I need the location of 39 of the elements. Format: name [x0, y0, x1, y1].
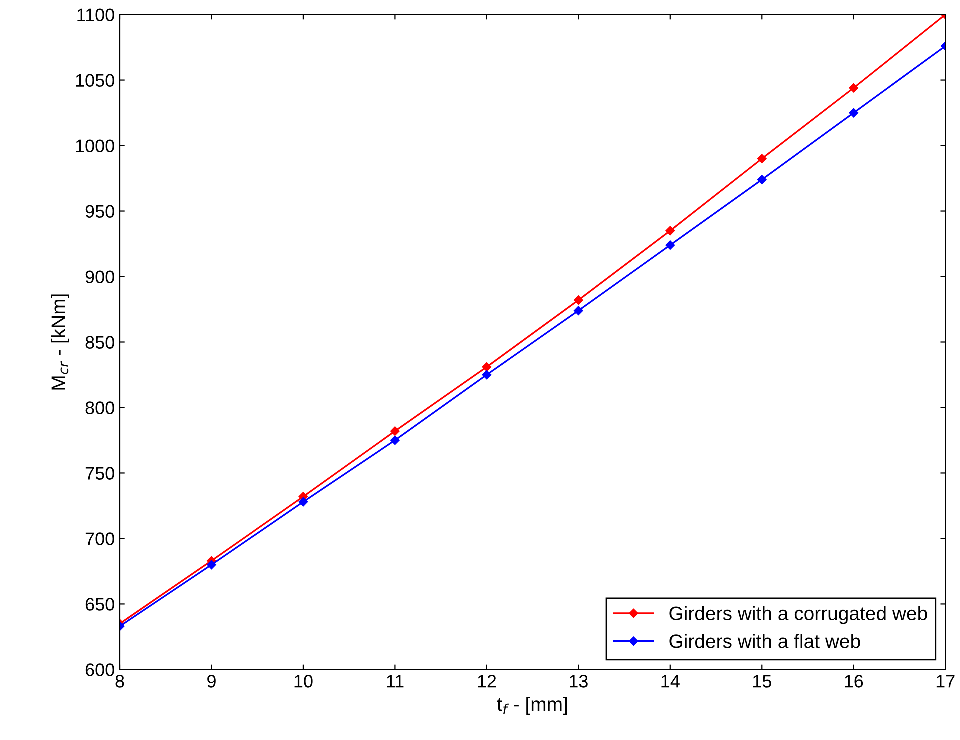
x-tick-label: 10: [294, 675, 313, 688]
x-tick-label: 15: [753, 675, 772, 688]
y-tick-label: 850: [86, 336, 114, 349]
y-tick-label: 800: [86, 402, 114, 414]
x-tick-label: 13: [570, 675, 588, 688]
y-tick-label: 900: [86, 270, 114, 284]
legend-label: Girders with a flat web: [670, 634, 860, 648]
x-tick-label: 16: [845, 675, 864, 688]
y-axis-title: M$_{cr}$ - [kNm]: [51, 294, 70, 390]
legend-label: Girders with a corrugated web: [670, 606, 928, 624]
point: [298, 497, 308, 507]
point: [390, 426, 400, 436]
y-tick-label: 1000: [76, 140, 114, 152]
y-tick-label: 950: [86, 205, 114, 218]
x-tick-label: 11: [387, 675, 404, 688]
point: [849, 108, 858, 118]
point: [482, 362, 492, 372]
x-tick-label: 14: [662, 675, 680, 688]
x-tick-label: 8: [116, 675, 124, 688]
point: [758, 154, 767, 164]
y-tick-label: 1100: [78, 8, 114, 22]
x-tick-label: 12: [478, 675, 496, 688]
x-tick-label: 17: [936, 675, 955, 688]
point: [574, 306, 584, 316]
point: [666, 226, 676, 236]
point: [482, 370, 492, 380]
point: [849, 84, 858, 93]
y-tick-label: 600: [86, 664, 114, 676]
x-tick-label: 9: [208, 675, 216, 688]
point: [758, 175, 767, 184]
point: [574, 296, 584, 305]
point: [666, 240, 676, 250]
point: [390, 436, 400, 446]
x-axis-title: t$_{f}$ - [mm]: [497, 696, 568, 716]
y-tick-label: 750: [86, 467, 114, 480]
y-tick-label: 1050: [76, 74, 114, 88]
point: [207, 560, 216, 570]
y-tick-label: 650: [86, 598, 114, 611]
y-tick-label: 700: [86, 532, 114, 546]
